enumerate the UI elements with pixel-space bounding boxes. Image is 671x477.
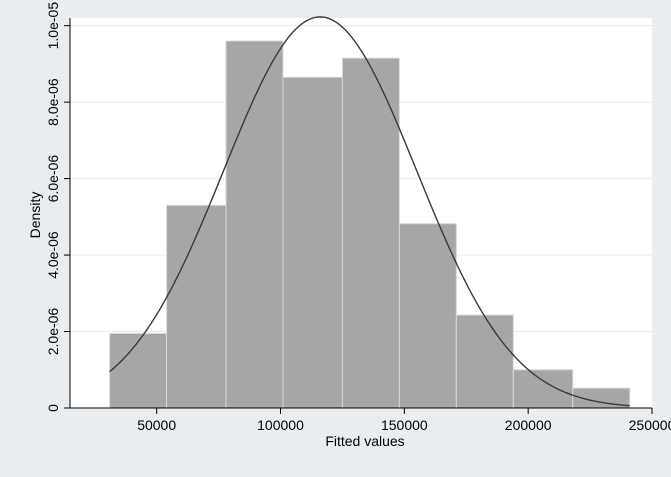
histogram-bar-8 <box>512 369 574 409</box>
x-tick-label-1: 100000 <box>257 417 304 433</box>
y-tick-label-4: 8.0e-06 <box>45 78 61 126</box>
histogram-bar-3 <box>225 40 284 409</box>
histogram-bar-2 <box>166 204 227 409</box>
histogram-bar-6 <box>398 223 457 409</box>
x-ticks: 50000 100000 150000 200000 250000 <box>137 408 671 433</box>
y-ticks: 0 2.0e-06 4.0e-06 6.0e-06 8.0e-06 1.0e-05 <box>45 2 70 412</box>
y-tick-label-5: 1.0e-05 <box>45 2 61 50</box>
x-axis-label: Fitted values <box>325 433 404 449</box>
normal-density-curve <box>109 16 630 407</box>
histogram-bar-4 <box>282 76 343 409</box>
histogram-bar-7 <box>455 314 514 409</box>
x-tick-label-2: 150000 <box>381 417 428 433</box>
y-tick-label-1: 2.0e-06 <box>45 308 61 356</box>
histogram-bar-5 <box>341 57 400 409</box>
bars <box>109 40 631 409</box>
axes <box>69 18 652 409</box>
x-tick-label-4: 250000 <box>629 417 671 433</box>
y-tick-label-3: 6.0e-06 <box>45 155 61 203</box>
y-tick-label-0: 0 <box>45 404 61 412</box>
y-axis-label: Density <box>27 192 43 239</box>
x-tick-label-0: 50000 <box>137 417 176 433</box>
histogram-bar-1 <box>109 332 168 409</box>
x-tick-label-3: 200000 <box>505 417 552 433</box>
y-tick-label-2: 4.0e-06 <box>45 231 61 279</box>
